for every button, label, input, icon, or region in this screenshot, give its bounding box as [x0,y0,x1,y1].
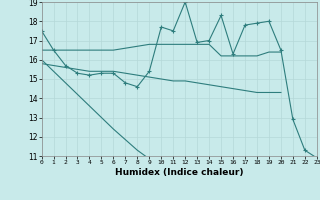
X-axis label: Humidex (Indice chaleur): Humidex (Indice chaleur) [115,168,244,177]
